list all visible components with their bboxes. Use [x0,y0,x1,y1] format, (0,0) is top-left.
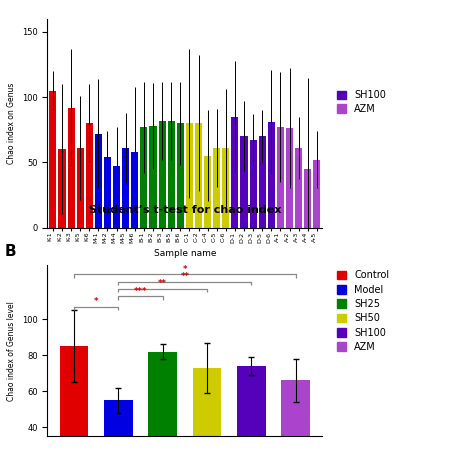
Bar [49,91,56,228]
Bar [177,123,184,228]
Bar [304,169,311,228]
Bar [60,346,89,474]
Bar [158,121,165,228]
Text: ***: *** [134,287,147,296]
Bar [186,123,193,228]
Bar [192,368,221,474]
Bar [250,140,257,228]
Bar [95,134,102,228]
Bar [58,149,65,228]
Bar [213,148,220,228]
Bar [204,156,211,228]
Bar [281,381,310,474]
Bar [86,123,93,228]
Bar [168,121,175,228]
Bar [104,157,111,228]
Text: B: B [5,244,17,259]
Bar [231,117,238,228]
Bar [131,152,138,228]
Bar [67,108,74,228]
Bar [104,400,133,474]
Bar [195,123,202,228]
Bar [113,166,120,228]
Bar [313,160,320,228]
Text: *: * [182,265,187,274]
Bar [240,137,247,228]
Legend: SH100, AZM: SH100, AZM [337,90,386,114]
Text: **: ** [181,272,189,281]
Bar [295,148,302,228]
Bar [77,148,84,228]
Bar [286,128,293,228]
Bar [222,148,229,228]
Text: **: ** [158,280,167,289]
Y-axis label: Chao index of Genus level: Chao index of Genus level [8,301,17,401]
Title: Student’s t-test for chao index: Student’s t-test for chao index [89,205,281,215]
Bar [140,127,147,228]
X-axis label: Sample name: Sample name [154,249,216,258]
Bar [237,366,266,474]
Bar [149,126,156,228]
Bar [259,137,266,228]
Bar [148,352,177,474]
Y-axis label: Chao index on Genus: Chao index on Genus [8,82,17,164]
Bar [122,148,129,228]
Text: *: * [94,297,99,306]
Bar [268,122,275,228]
Legend: Control, Model, SH25, SH50, SH100, AZM: Control, Model, SH25, SH50, SH100, AZM [337,270,389,352]
Bar [277,127,284,228]
